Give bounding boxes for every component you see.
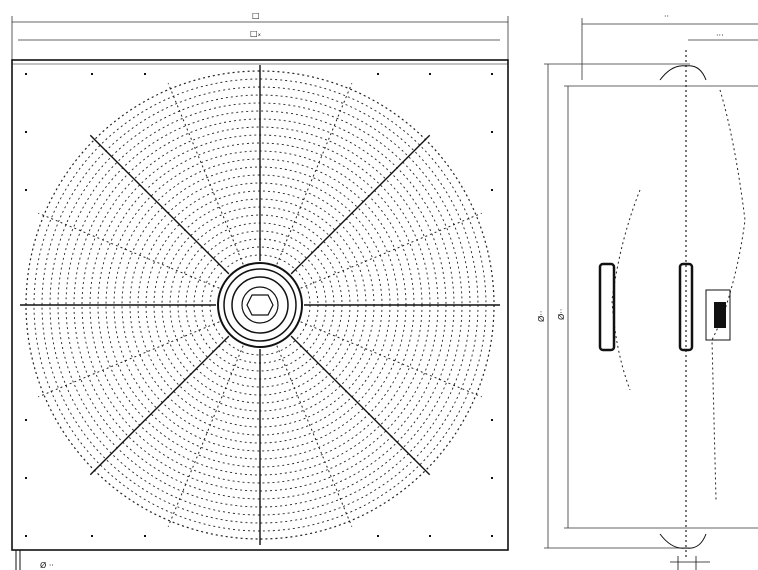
blade-block-right [678,262,694,352]
mounting-hole [491,73,493,75]
mounting-hole [25,73,27,75]
front-view: □ □ₓ Ø ·· [11,11,509,570]
dim-diameter-outer-label: Ø·· [536,311,546,322]
mounting-hole [91,73,93,75]
mounting-hole [429,73,431,75]
mounting-hole [491,131,493,133]
blade-block-left [598,262,616,352]
side-view: ·· ··· Ø·· Ø·· [536,12,758,570]
front-frame [11,59,509,551]
mounting-holes [25,73,493,537]
mounting-hole [25,535,27,537]
mounting-hole [144,535,146,537]
guard-spoke [290,134,431,275]
guard-spoke [89,335,230,476]
guard-profile [711,89,746,501]
dim-motor-depth-label: ··· [716,31,724,40]
motor-hub [217,262,303,348]
dim-hole-diameter-label: Ø ·· [40,560,54,570]
dim-diameter-inner-label: Ø·· [556,309,566,320]
mounting-hole [25,419,27,421]
dim-outer-width-label: □ [252,11,260,20]
mounting-hole [491,477,493,479]
mounting-hole [491,419,493,421]
mounting-hole [429,535,431,537]
motor-body [705,289,731,341]
mounting-hole [25,189,27,191]
guard-spoke [290,335,431,476]
dim-depth-label: ·· [664,12,669,21]
guard-spoke [89,134,230,275]
mounting-hole [25,477,27,479]
mounting-hole [491,189,493,191]
guard-spoke [38,321,220,398]
mounting-hole [91,535,93,537]
guard-spoke [38,212,220,289]
mounting-hole [377,73,379,75]
guard-spoke [300,212,482,289]
guard-spokes [20,65,500,545]
dim-inner-width-label: □ₓ [250,29,262,38]
mounting-hole [25,131,27,133]
mounting-hole [144,73,146,75]
mounting-hole [377,535,379,537]
mounting-hole [491,535,493,537]
